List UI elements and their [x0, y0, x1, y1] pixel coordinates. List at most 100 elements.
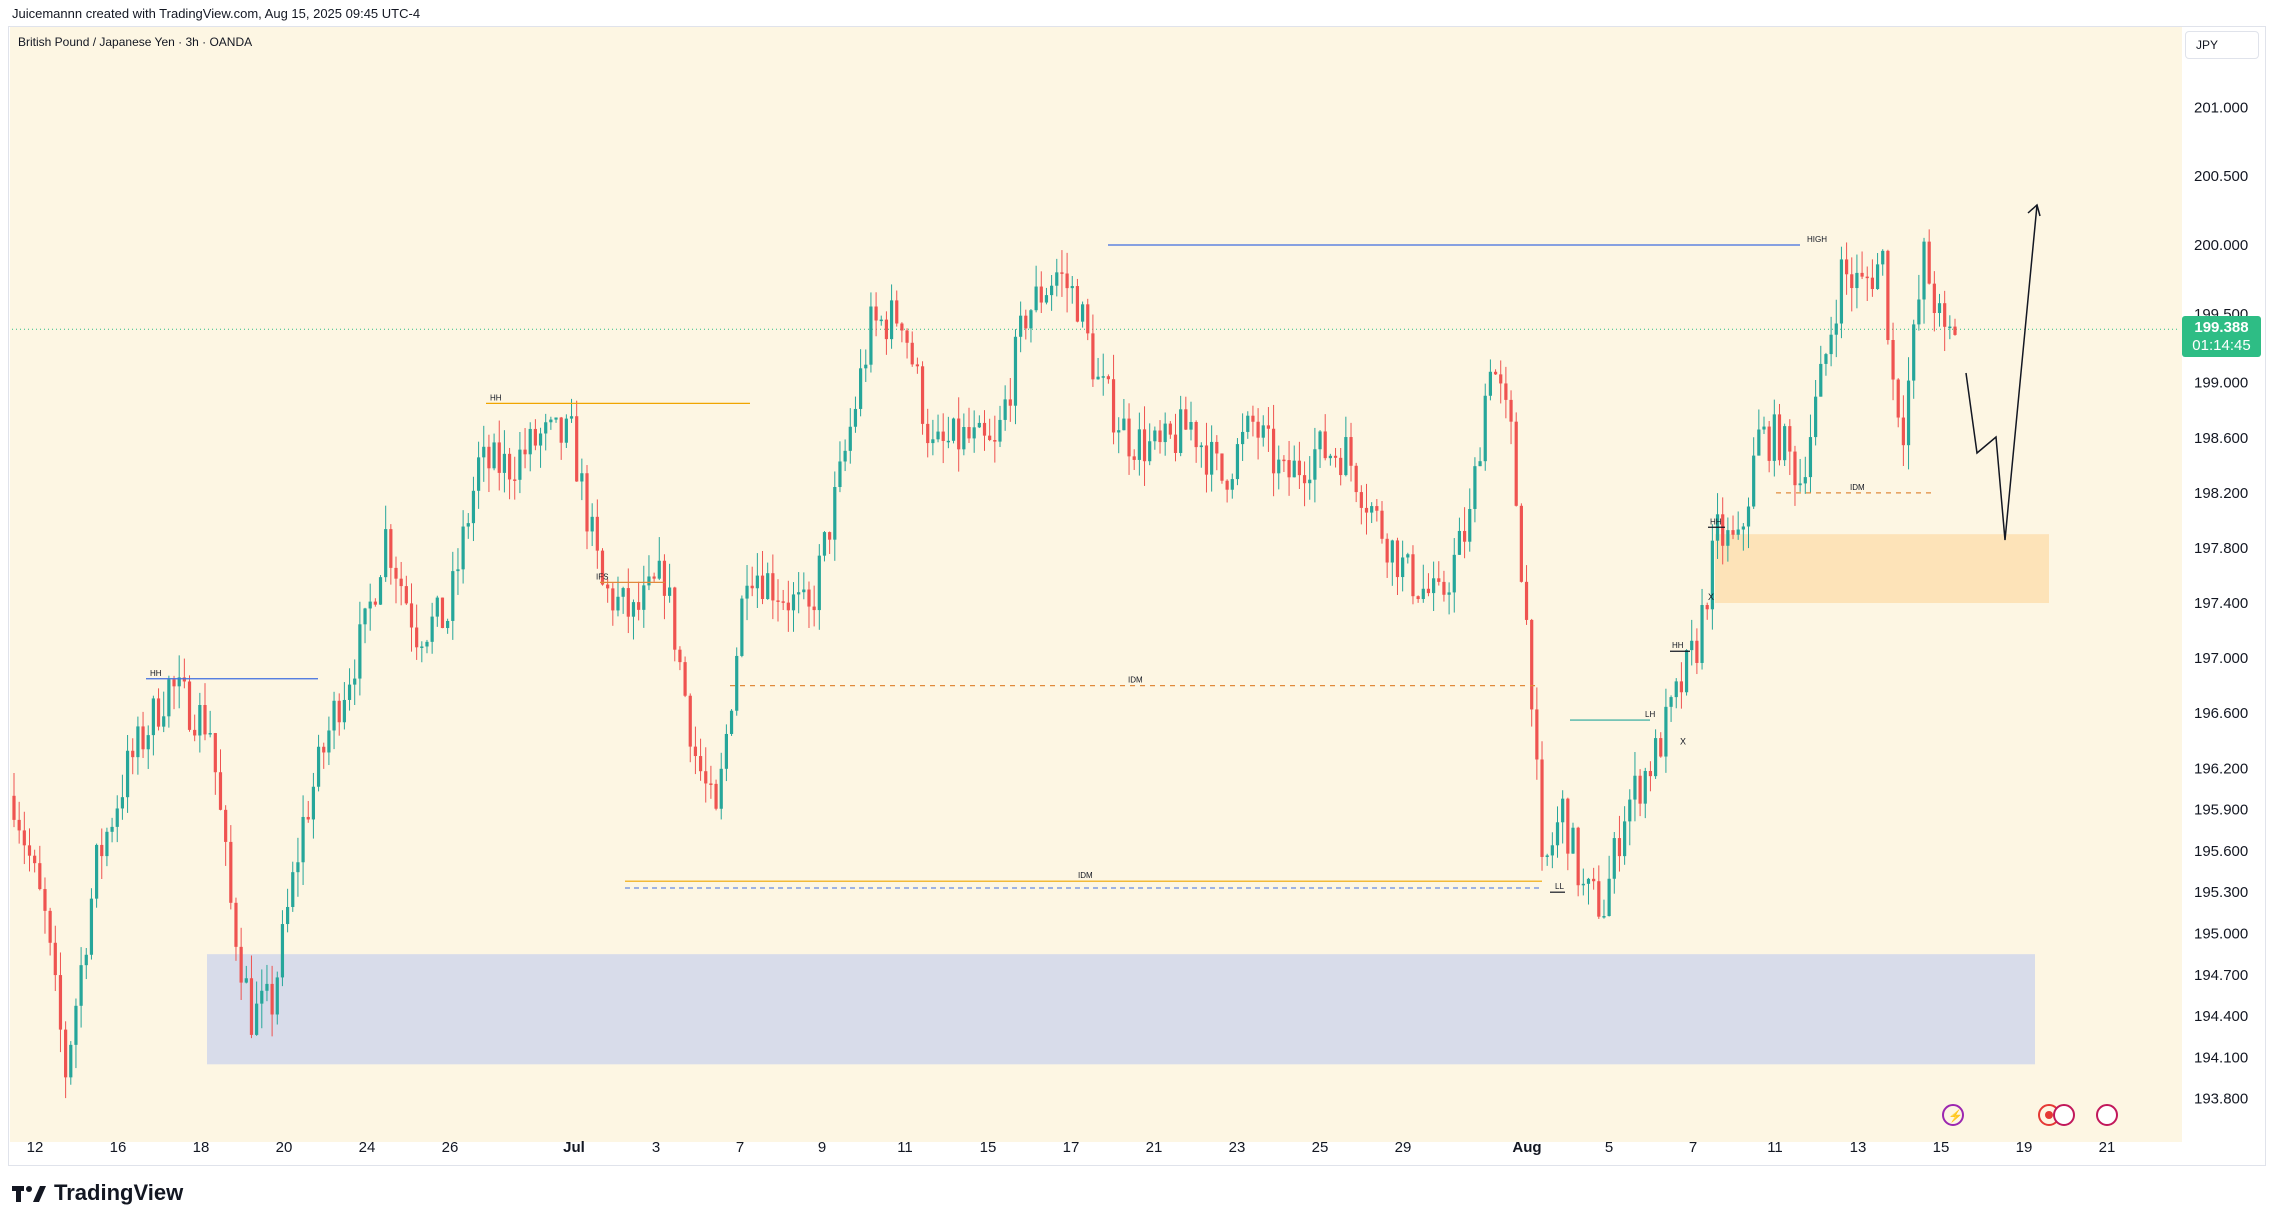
candle-body — [642, 585, 646, 610]
candle-body — [1385, 538, 1389, 563]
candle-body — [621, 588, 625, 597]
candle-body — [1617, 838, 1622, 857]
y-tick-label: 198.200 — [2194, 485, 2248, 502]
candle-body — [1870, 277, 1875, 290]
candle-body — [822, 532, 827, 556]
candle-body — [771, 573, 775, 601]
projection-arrowhead — [2027, 203, 2041, 217]
candle-body — [1003, 399, 1007, 420]
bar-countdown: 01:14:45 — [2192, 337, 2251, 354]
candle-body — [1055, 272, 1059, 286]
candle-body — [446, 620, 450, 629]
candle-body — [94, 844, 99, 899]
candle-body — [1452, 554, 1456, 593]
candle-body — [740, 598, 744, 656]
candle-body — [1499, 374, 1503, 384]
blue-zone — [207, 954, 2035, 1065]
tradingview-logo[interactable]: TradingView — [12, 1180, 183, 1206]
candle-body — [750, 585, 754, 589]
candle-body — [1302, 475, 1307, 484]
candle-body — [1292, 460, 1296, 478]
x-tick-label: 11 — [897, 1139, 913, 1156]
candle-body — [972, 427, 976, 439]
y-tick-label: 195.600 — [2194, 843, 2248, 860]
candle-body — [1524, 581, 1529, 620]
candle-body — [440, 597, 445, 629]
candle-body — [141, 726, 145, 750]
candle-body — [1080, 304, 1085, 322]
candle-body — [1545, 855, 1549, 857]
candle-body — [1819, 363, 1823, 397]
candle-body — [105, 831, 109, 857]
candle-body — [673, 587, 677, 650]
candle-body — [724, 733, 728, 769]
candle-body — [569, 416, 574, 419]
candle-body — [1194, 421, 1198, 448]
candle-body — [1917, 299, 1921, 325]
x-tick-label: 25 — [1312, 1139, 1329, 1156]
candle-body — [709, 783, 713, 785]
y-tick-label: 199.000 — [2194, 375, 2248, 392]
candle-body — [1504, 383, 1508, 400]
candle-body — [1597, 881, 1601, 917]
candle-body — [1875, 264, 1880, 290]
candle-body — [1204, 445, 1209, 475]
candle-body — [358, 624, 362, 679]
candle-body — [1328, 455, 1332, 459]
candle-body — [487, 446, 491, 469]
candle-body — [322, 746, 326, 753]
candle-body — [1142, 429, 1147, 462]
candle-body — [895, 300, 899, 324]
flag-event-icon — [2096, 1104, 2118, 1126]
candle-body — [1519, 505, 1523, 582]
candle-body — [1932, 283, 1936, 314]
candle-body — [22, 830, 26, 846]
candle-body — [234, 902, 238, 947]
candle-body — [993, 439, 997, 442]
candle-body — [1690, 640, 1694, 651]
currency-badge[interactable]: JPY — [2185, 31, 2259, 59]
candle-body — [1308, 479, 1312, 484]
x-tick-label: 23 — [1229, 1139, 1246, 1156]
candle-body — [120, 797, 125, 809]
candle-body — [1483, 395, 1487, 462]
candle-body — [1044, 295, 1049, 303]
y-tick-label: 197.400 — [2194, 595, 2248, 612]
candle-body — [1566, 798, 1570, 854]
x-tick-label: 3 — [652, 1139, 660, 1156]
x-tick-label: 12 — [27, 1139, 44, 1156]
candle-body — [1788, 426, 1792, 452]
candle-body — [580, 473, 584, 482]
candle-body — [1493, 371, 1498, 375]
candle-body — [1106, 376, 1110, 380]
candle-body — [332, 700, 336, 731]
candle-body — [1721, 514, 1725, 546]
candle-body — [595, 516, 599, 551]
candle-body — [89, 898, 94, 955]
candle-body — [17, 819, 21, 831]
candle-body — [239, 946, 243, 983]
candle-body — [1509, 399, 1513, 422]
candle-body — [327, 730, 331, 753]
candle-body — [1111, 379, 1116, 433]
candle-body — [1117, 430, 1121, 433]
candle-body — [1705, 605, 1709, 610]
candle-body — [760, 575, 765, 600]
candle-body — [549, 419, 553, 423]
candle-body — [1623, 821, 1627, 857]
candle-body — [1679, 681, 1684, 693]
candle-body — [1432, 578, 1436, 594]
candle-body — [1163, 423, 1167, 443]
structure-label: LH — [1645, 710, 1655, 719]
candle-body — [967, 427, 971, 439]
candle-body — [554, 417, 558, 420]
y-tick-label: 194.400 — [2194, 1008, 2248, 1025]
symbol-title[interactable]: British Pound / Japanese Yen · 3h · OAND… — [18, 35, 253, 49]
candle-body — [1349, 437, 1353, 466]
candle-body — [668, 587, 672, 596]
projection-path — [1965, 204, 2038, 541]
candle-body — [1421, 588, 1425, 600]
candle-body — [1070, 286, 1074, 289]
candle-body — [1762, 426, 1766, 430]
candle-body — [198, 705, 202, 736]
